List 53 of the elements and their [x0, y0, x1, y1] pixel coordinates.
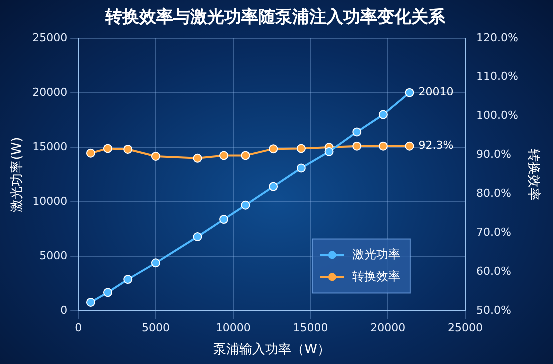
point: [220, 151, 229, 160]
y2-tick-label: 90.0%: [476, 148, 512, 162]
y2-tick-label: 120.0%: [476, 31, 518, 44]
y2-tick-label: 50.0%: [476, 304, 512, 318]
point: [103, 288, 112, 298]
point: [151, 258, 160, 268]
y-tick-label: 20000: [32, 86, 68, 99]
point: [405, 88, 414, 98]
point: [241, 151, 250, 160]
point: [193, 232, 202, 242]
point: [193, 154, 202, 163]
legend-label: 激光功率: [352, 247, 400, 262]
y-axis-title: 激光功率(W): [9, 137, 26, 212]
point: [151, 152, 160, 161]
y2-tick-label: 100.0%: [476, 109, 518, 122]
point: [124, 144, 133, 154]
data-label: 20010: [418, 86, 454, 99]
x-tick-label: 20000: [370, 322, 406, 335]
chart-title: 转换效率与激光功率随泵浦注入功率变化关系: [104, 8, 446, 28]
y-tick-label: 5000: [40, 250, 68, 262]
point: [124, 275, 133, 284]
y-tick-label: 10000: [32, 194, 68, 208]
x-tick-label: 5000: [142, 322, 170, 335]
y-tick-label: 25000: [32, 31, 68, 44]
point: [378, 110, 388, 120]
point: [352, 128, 362, 137]
data-label: 92.3%: [418, 139, 454, 152]
point: [352, 142, 362, 151]
point: [296, 144, 306, 154]
y2-axis-title: 转换效率: [526, 148, 542, 201]
point: [405, 142, 414, 151]
y2-tick-label: 110.0%: [476, 70, 518, 84]
y-tick-label: 15000: [32, 140, 68, 154]
y2-tick-label: 80.0%: [476, 187, 512, 200]
legend-label: 转换效率: [352, 269, 400, 284]
point: [269, 182, 278, 192]
point: [220, 215, 229, 224]
point: [378, 142, 388, 151]
x-tick-label: 10000: [216, 322, 251, 335]
x-tick-label: 25000: [448, 322, 483, 335]
y-tick-label: 0: [60, 304, 68, 318]
y2-tick-label: 60.0%: [476, 265, 512, 278]
y2-tick-label: 70.0%: [476, 226, 512, 240]
x-axis-title: 泵浦输入功率（W）: [214, 342, 330, 358]
point: [269, 144, 278, 154]
point: [296, 164, 306, 173]
point: [241, 200, 250, 210]
point: [103, 144, 112, 154]
point: [86, 148, 96, 158]
point: [86, 298, 96, 307]
x-tick-label: 15000: [293, 322, 328, 335]
point: [324, 147, 334, 156]
x-tick-label: 0: [75, 322, 82, 335]
